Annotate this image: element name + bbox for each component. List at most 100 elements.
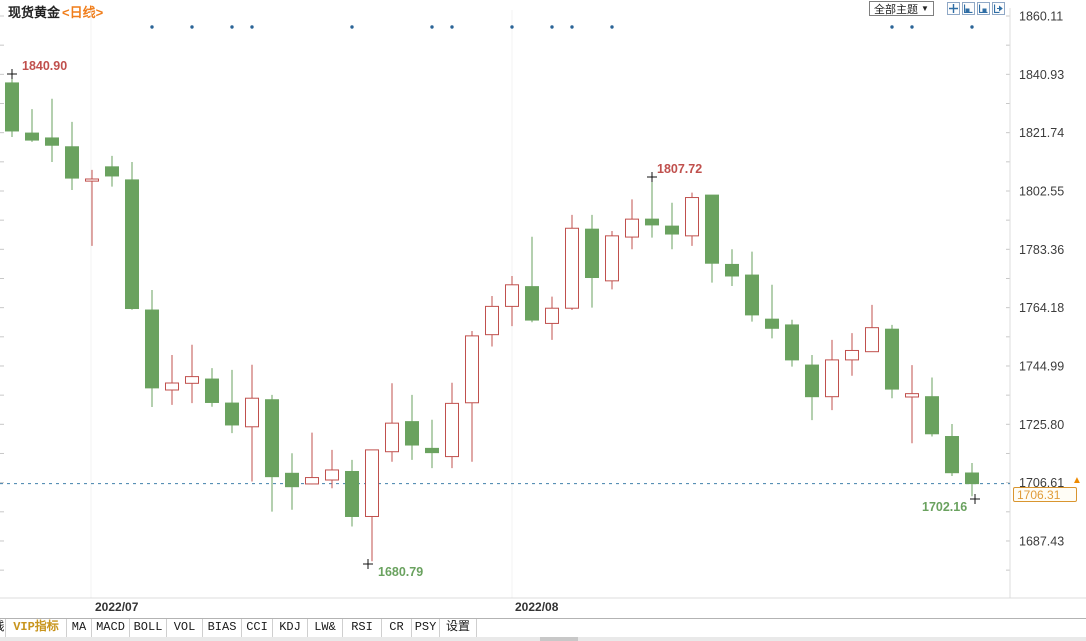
- tab-MA[interactable]: MA: [67, 619, 92, 637]
- candle: [825, 339, 839, 411]
- tab-label: BOLL: [133, 620, 163, 634]
- chart-toolbar: [947, 2, 1005, 15]
- candle: [385, 383, 399, 462]
- candle: [285, 453, 299, 510]
- current-price-badge: 1706.31: [1013, 487, 1077, 502]
- candle: [105, 155, 119, 187]
- candle: [685, 192, 699, 246]
- price-up-arrow-icon: ▲: [1072, 475, 1082, 486]
- candle: [765, 284, 779, 339]
- candle: [145, 289, 159, 408]
- tab-KDJ[interactable]: KDJ: [273, 619, 308, 637]
- candle: [745, 251, 759, 322]
- tab-CR[interactable]: CR: [382, 619, 412, 637]
- event-dot: [450, 25, 454, 29]
- tab-PSY[interactable]: PSY: [412, 619, 440, 637]
- theme-dropdown-label: 全部主题: [874, 3, 918, 16]
- candle: [845, 333, 859, 376]
- candle: [905, 365, 919, 444]
- tab-label: CCI: [246, 620, 268, 634]
- candle: [645, 175, 659, 238]
- y-axis-label: 1802.55: [1019, 184, 1064, 198]
- chart-header: 现货黄金 <日线>: [8, 2, 103, 21]
- candle: [185, 344, 199, 404]
- y-axis-label: 1783.36: [1019, 243, 1064, 257]
- crosshair-icon[interactable]: [947, 2, 960, 15]
- candle: [425, 419, 439, 469]
- candle: [345, 459, 359, 527]
- extreme-price-label: 1680.79: [378, 565, 423, 579]
- y-axis-label: 1860.11: [1019, 10, 1063, 24]
- tab-label: MA: [71, 620, 87, 634]
- tab-CCI[interactable]: CCI: [242, 619, 273, 637]
- candle: [785, 319, 799, 367]
- candle: [405, 394, 419, 460]
- candle: [225, 369, 239, 434]
- extreme-price-label: 1840.90: [22, 59, 67, 73]
- horizontal-scrollbar[interactable]: [0, 637, 1086, 641]
- tab-VIP指标[interactable]: VIP指标: [6, 619, 67, 637]
- event-dot: [570, 25, 574, 29]
- event-dot: [430, 25, 434, 29]
- tab-RSI[interactable]: RSI: [343, 619, 382, 637]
- pane-export-arrow-icon[interactable]: [992, 2, 1005, 15]
- x-axis-label: 2022/07: [95, 600, 139, 614]
- period-label[interactable]: <日线>: [62, 5, 104, 20]
- tab-label: 设置: [445, 620, 470, 634]
- candle: [305, 432, 319, 485]
- y-axis-label: 1764.18: [1019, 301, 1064, 315]
- candle: [125, 161, 139, 310]
- candle: [585, 214, 599, 308]
- candle: [505, 275, 519, 327]
- tab-label: 线: [0, 619, 5, 636]
- tab-label: VOL: [173, 620, 196, 634]
- tab-设置[interactable]: 设置: [440, 619, 477, 637]
- candle: [45, 98, 59, 162]
- y-axis-label: 1687.43: [1019, 534, 1064, 548]
- tab-VOL[interactable]: VOL: [167, 619, 203, 637]
- theme-dropdown[interactable]: 全部主题 ▼: [869, 1, 934, 16]
- candle: [165, 355, 179, 405]
- tab-partial[interactable]: 线: [0, 619, 6, 637]
- candle: [5, 74, 19, 138]
- candle: [525, 236, 539, 323]
- pane-bottomleft-icon[interactable]: [962, 2, 975, 15]
- candle: [445, 382, 459, 469]
- candle: [245, 364, 259, 482]
- indicator-tab-bar: 线 VIP指标 MA MACD BOLL VOL BIAS CCI KDJ LW&RSI CR PSY…: [0, 618, 1086, 637]
- event-dot: [230, 25, 234, 29]
- y-axis-label: 1744.99: [1019, 359, 1064, 373]
- candle: [545, 296, 559, 340]
- pane-bottomright-icon[interactable]: [977, 2, 990, 15]
- tab-MACD[interactable]: MACD: [92, 619, 130, 637]
- chevron-down-icon: ▼: [921, 4, 929, 13]
- candle: [805, 355, 819, 421]
- candle: [705, 194, 719, 283]
- event-dot: [190, 25, 194, 29]
- candle: [605, 230, 619, 290]
- event-dot: [890, 25, 894, 29]
- candle: [885, 324, 899, 399]
- tab-BIAS[interactable]: BIAS: [203, 619, 242, 637]
- tab-label: RSI: [351, 620, 373, 634]
- candle: [625, 199, 639, 250]
- tab-label: PSY: [414, 620, 437, 634]
- event-dot: [250, 25, 254, 29]
- y-axis-label: 1725.80: [1019, 418, 1064, 432]
- tab-LW&[interactable]: LW&: [308, 619, 343, 637]
- extreme-price-label: 1702.16: [922, 500, 967, 514]
- candle: [565, 214, 579, 311]
- tab-BOLL[interactable]: BOLL: [130, 619, 167, 637]
- tab-label: KDJ: [279, 620, 301, 634]
- candle: [465, 331, 479, 462]
- candle: [485, 296, 499, 347]
- event-dot: [610, 25, 614, 29]
- candle: [205, 368, 219, 407]
- candle: [65, 121, 79, 190]
- candle: [725, 249, 739, 287]
- candle: [25, 109, 39, 142]
- scrollbar-thumb[interactable]: [540, 637, 578, 641]
- candle: [365, 449, 379, 562]
